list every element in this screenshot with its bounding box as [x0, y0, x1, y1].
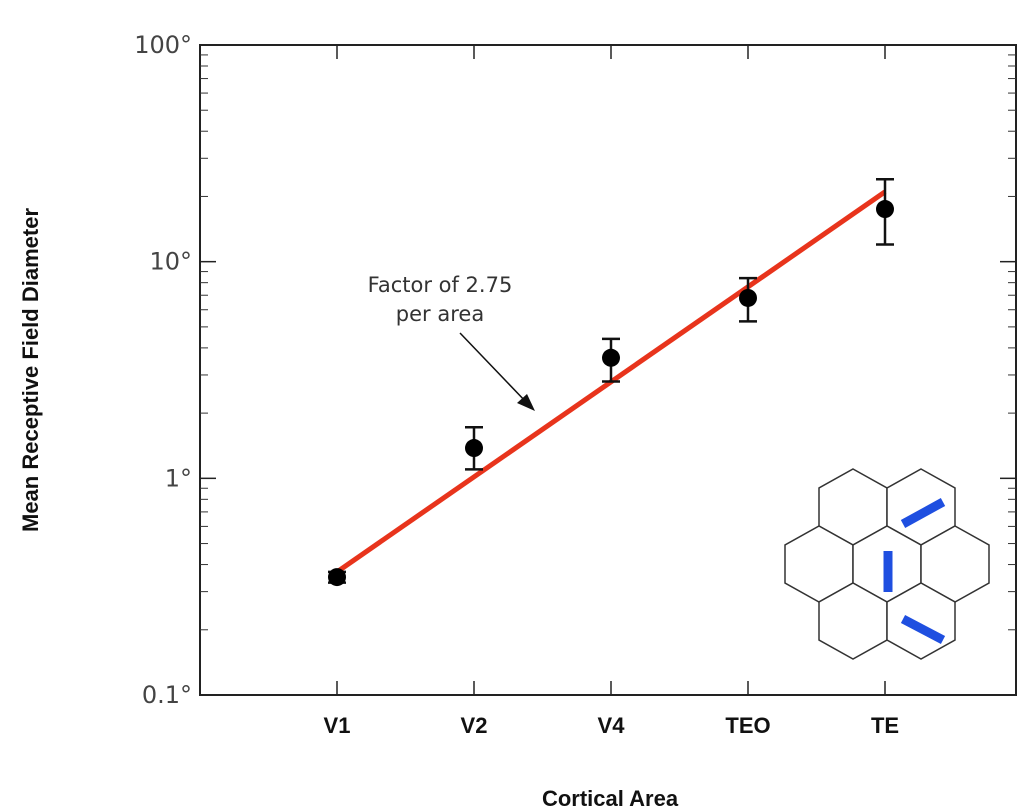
- data-point-v1: [328, 568, 346, 587]
- plot-frame: [199, 44, 1017, 696]
- y-tick-label: 10°: [149, 248, 192, 276]
- data-point-v2: [465, 439, 483, 458]
- x-axis-title: Cortical Area: [542, 786, 679, 811]
- data-points: [328, 200, 894, 587]
- annotation-line2: per area: [396, 302, 484, 326]
- inset-hexagon-grid: [784, 468, 990, 660]
- x-tick-label: TEO: [725, 713, 770, 738]
- y-tick-label: 0.1°: [142, 681, 192, 709]
- annotation-arrow: [459, 332, 535, 411]
- x-tick-label: V4: [598, 713, 626, 738]
- x-tick-label: TE: [871, 713, 899, 738]
- x-tick-label: V1: [324, 713, 351, 738]
- x-ticks: V1 V2 V4 TEO TE: [324, 45, 899, 738]
- orientation-bars: [883, 498, 946, 644]
- data-point-v4: [602, 348, 620, 367]
- y-axis-title: Mean Receptive Field Diameter: [18, 208, 43, 532]
- hexagon-cells: [784, 468, 990, 660]
- annotation-line1: Factor of 2.75: [368, 273, 513, 297]
- data-point-te: [876, 200, 894, 219]
- y-tick-label: 1°: [165, 464, 192, 492]
- x-tick-label: V2: [461, 713, 488, 738]
- data-point-teo: [739, 288, 757, 307]
- y-ticks: 0.1° 1° 10° 100°: [134, 31, 1016, 709]
- y-tick-label: 100°: [134, 31, 192, 59]
